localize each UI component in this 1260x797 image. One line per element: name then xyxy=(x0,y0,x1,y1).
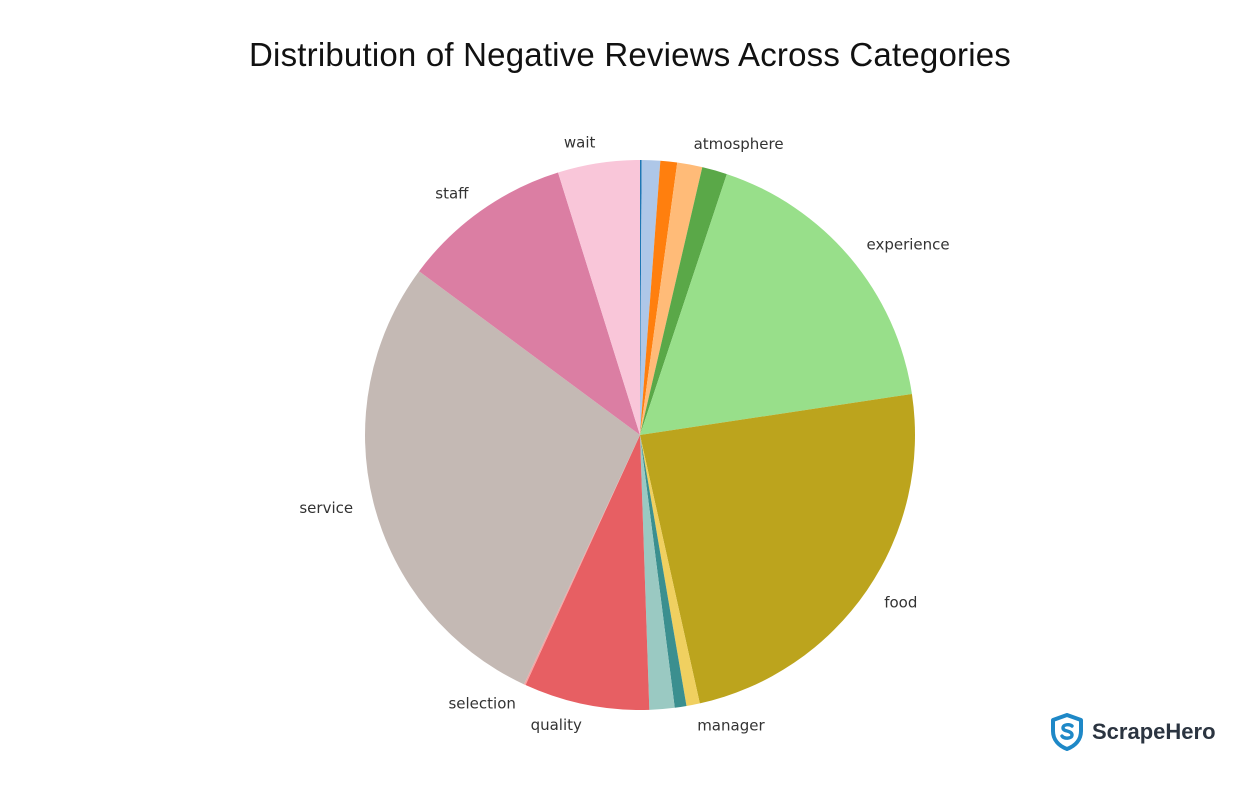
pie-label-manager: manager xyxy=(697,716,765,734)
pie-slice-wait xyxy=(558,160,640,435)
pie-label-wait: wait xyxy=(564,133,596,151)
pie-slice-8 xyxy=(640,435,687,708)
pie-slice-9 xyxy=(640,435,675,710)
pie-slice-selection xyxy=(523,435,640,686)
pie-slice-staff xyxy=(419,172,640,435)
pie-label-quality: quality xyxy=(531,716,582,734)
pie-slice-2 xyxy=(640,160,678,435)
pie-label-staff: staff xyxy=(435,185,469,203)
pie-slice-manager xyxy=(640,435,700,707)
pie-label-service: service xyxy=(299,499,353,517)
pie-slice-0 xyxy=(640,160,642,435)
scrapehero-shield-icon xyxy=(1051,713,1083,751)
pie-slice-atmosphere xyxy=(640,162,703,436)
pie-label-selection: selection xyxy=(448,695,515,713)
pie-label-atmosphere: atmosphere xyxy=(694,135,784,153)
pie-slice-quality xyxy=(525,435,650,710)
pie-label-experience: experience xyxy=(867,235,950,253)
chart-title: Distribution of Negative Reviews Across … xyxy=(249,36,1011,73)
pie-slices xyxy=(365,160,916,710)
pie-slice-service xyxy=(365,271,640,685)
pie-slice-1 xyxy=(640,160,661,435)
brand-logo: ScrapeHero xyxy=(1050,712,1216,752)
pie-slice-food xyxy=(640,393,916,704)
pie-slice-4 xyxy=(640,167,727,435)
brand-name: ScrapeHero xyxy=(1092,719,1216,744)
pie-labels: atmosphere experience food manager quality se… xyxy=(299,133,949,734)
pie-label-food: food xyxy=(884,593,917,611)
pie-slice-experience xyxy=(640,174,912,435)
